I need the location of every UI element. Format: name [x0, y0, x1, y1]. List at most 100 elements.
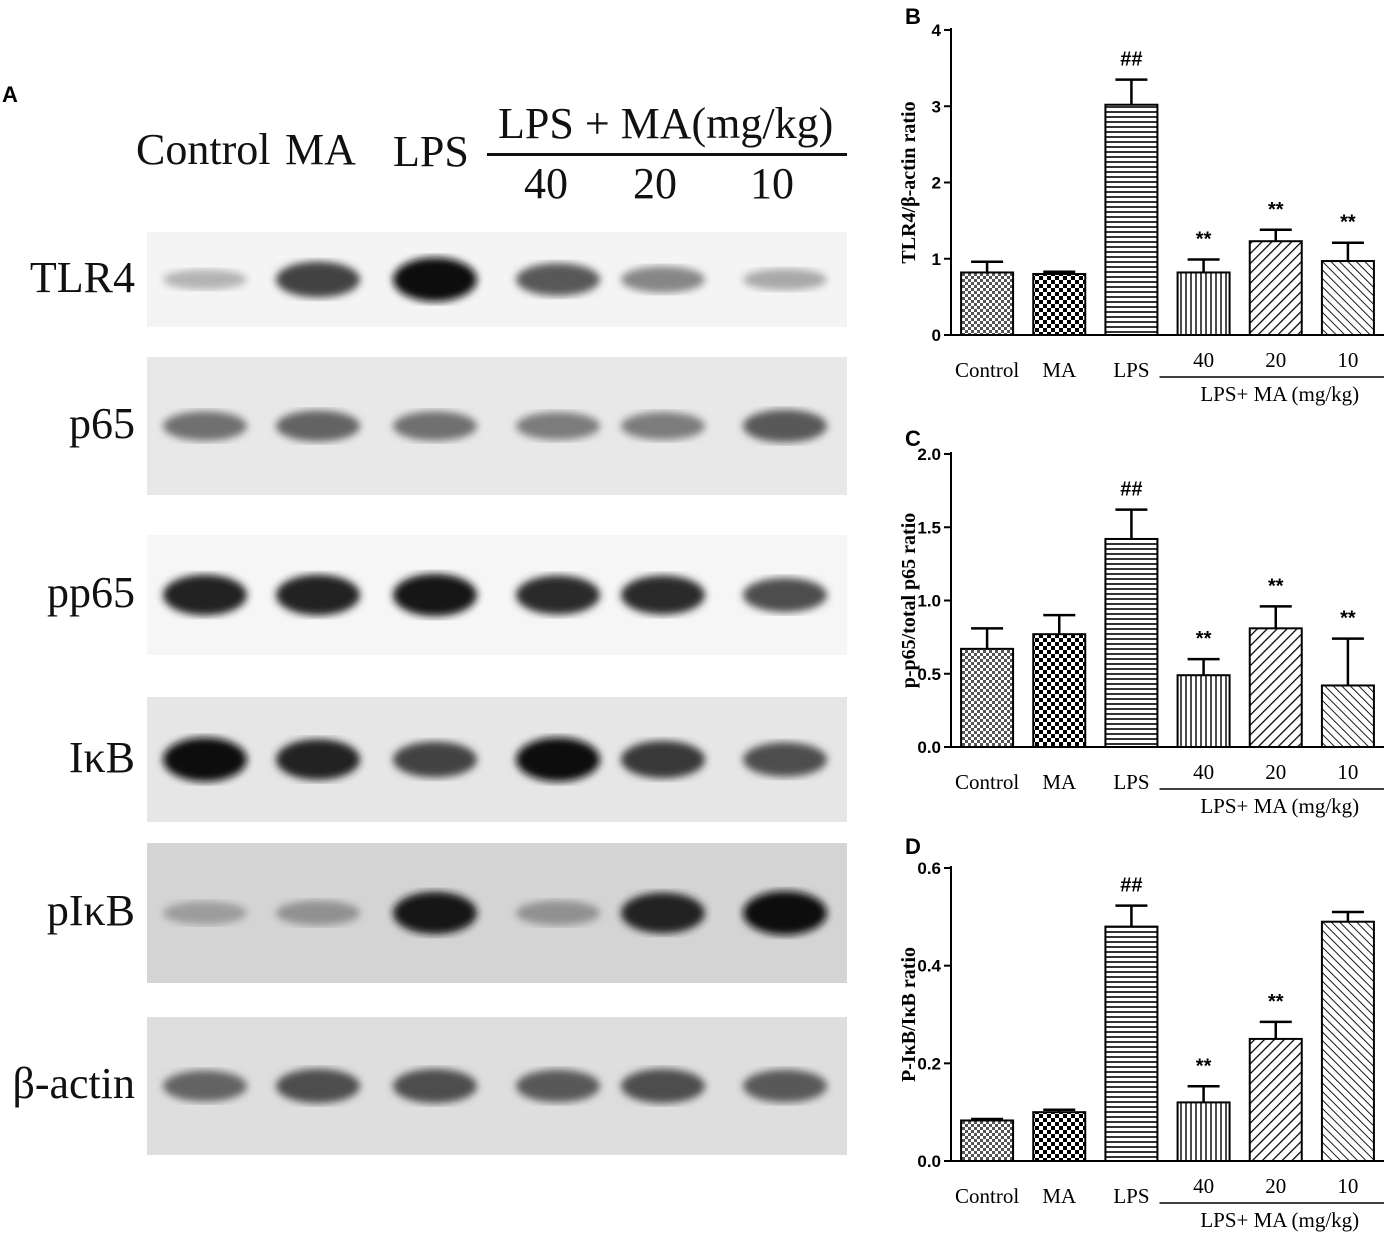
y-tick-label: 1.0: [917, 592, 941, 611]
x-tick-label: 20: [1265, 348, 1286, 372]
x-tick-label: 20: [1265, 760, 1286, 784]
y-tick-label: 4: [932, 21, 942, 40]
y-tick-label: 0.5: [917, 665, 941, 684]
x-tick-label: Control: [955, 358, 1019, 382]
blot-background: [147, 1017, 847, 1155]
blot-row-label: pIκB: [46, 886, 135, 935]
blot-strip: [147, 1017, 847, 1155]
blot-band: [516, 737, 600, 782]
bar: [1248, 1037, 1303, 1163]
blot-band: [743, 742, 827, 777]
dose-label-20: 20: [633, 159, 677, 208]
blot-band: [276, 739, 360, 780]
blot-strip: [147, 843, 847, 983]
bar: [1176, 1101, 1231, 1162]
blot-band: [276, 261, 360, 298]
dose-label-40: 40: [524, 159, 568, 208]
x-tick-label: 40: [1193, 348, 1214, 372]
lane-header-ma: MA: [285, 125, 356, 174]
lane-header-control: Control: [136, 125, 271, 174]
blot-band: [743, 268, 827, 291]
bar: [1248, 240, 1303, 336]
blot-band: [393, 573, 477, 617]
x-tick-label: 10: [1337, 760, 1358, 784]
blot-band: [163, 269, 247, 290]
significance-annotation: **: [1196, 1055, 1212, 1077]
group-header: LPS + MA(mg/kg): [498, 99, 834, 148]
blot-band: [163, 737, 247, 782]
blot-band: [276, 410, 360, 442]
blot-band: [621, 892, 705, 934]
x-tick-label: 40: [1193, 760, 1214, 784]
blot-row-label: β-actin: [12, 1059, 135, 1108]
panel-letter-c: C: [905, 426, 921, 451]
blot-band: [743, 409, 827, 443]
x-tick-label: MA: [1042, 1184, 1077, 1208]
blot-strip: [147, 535, 847, 655]
x-tick-label: LPS: [1113, 770, 1149, 794]
significance-annotation: **: [1268, 575, 1284, 597]
y-axis-label: TLR4/β-actin ratio: [899, 101, 920, 263]
y-tick-label: 0.0: [917, 738, 941, 757]
blot-band: [276, 574, 360, 616]
bar-chart-tlr4: TLR4/β-actin ratio 0 1 2 3 4 Control MA ## LPS ** 4…: [899, 21, 1384, 406]
blot-band: [621, 412, 705, 440]
bar: [1104, 537, 1159, 748]
y-tick-label: 3: [932, 97, 941, 116]
blot-strip: [147, 357, 847, 495]
significance-annotation: ##: [1120, 875, 1142, 897]
bar: [1104, 103, 1159, 336]
y-tick-label: 2.0: [917, 445, 941, 464]
y-tick-label: 0: [932, 326, 941, 345]
y-tick-label: 0.2: [917, 1054, 941, 1073]
group-header-underline: [487, 153, 847, 156]
bar: [1032, 1111, 1087, 1162]
bar: [1248, 627, 1303, 749]
significance-annotation: **: [1268, 991, 1284, 1013]
x-tick-label: 40: [1193, 1174, 1214, 1198]
blot-band: [516, 575, 600, 615]
blot-band: [621, 575, 705, 615]
bar: [1320, 260, 1375, 337]
blot-band: [393, 891, 477, 935]
bar: [960, 271, 1015, 337]
blot-band: [621, 740, 705, 779]
bar-chart-p-p65: p-p65/total p65 ratio 0.0 0.5 1.0 1.5 2.0 Cont…: [899, 445, 1384, 818]
blot-band: [163, 411, 247, 441]
blot-background: [147, 843, 847, 983]
x-tick-label: 10: [1337, 1174, 1358, 1198]
blot-row-label: TLR4: [29, 252, 135, 302]
y-tick-label: 0.6: [917, 859, 941, 878]
significance-annotation: **: [1268, 199, 1284, 221]
panel-letter-b: B: [905, 4, 921, 29]
y-axis-label: P-IκB/IκB ratio: [899, 947, 920, 1082]
significance-annotation: **: [1340, 608, 1356, 630]
x-tick-label: 20: [1265, 1174, 1286, 1198]
bar-chart-p-ikb: P-IκB/IκB ratio 0.0 0.2 0.4 0.6 Control MA ## LP…: [899, 859, 1384, 1232]
x-tick-label: LPS: [1113, 1184, 1149, 1208]
bar: [1032, 633, 1087, 749]
blot-band: [276, 1068, 360, 1104]
blot-row-label: p65: [69, 399, 135, 448]
significance-annotation: ##: [1120, 49, 1142, 71]
blot-band: [516, 412, 600, 440]
group-label: LPS+ MA (mg/kg): [1200, 794, 1359, 818]
significance-annotation: **: [1340, 212, 1356, 234]
blot-background: [147, 697, 847, 822]
blot-band: [163, 901, 247, 925]
y-tick-label: 0.4: [917, 957, 941, 976]
blot-band: [276, 900, 360, 926]
significance-annotation: ##: [1120, 479, 1142, 501]
blot-band: [393, 257, 477, 302]
y-axis-label: p-p65/total p65 ratio: [899, 513, 920, 689]
x-tick-label: Control: [955, 1184, 1019, 1208]
bar: [1104, 925, 1159, 1162]
blot-band: [743, 891, 827, 935]
blot-band: [163, 574, 247, 616]
blot-band: [621, 1068, 705, 1104]
x-tick-label: 10: [1337, 348, 1358, 372]
bar: [1320, 684, 1375, 748]
blot-background: [147, 357, 847, 495]
blot-band: [516, 1069, 600, 1103]
